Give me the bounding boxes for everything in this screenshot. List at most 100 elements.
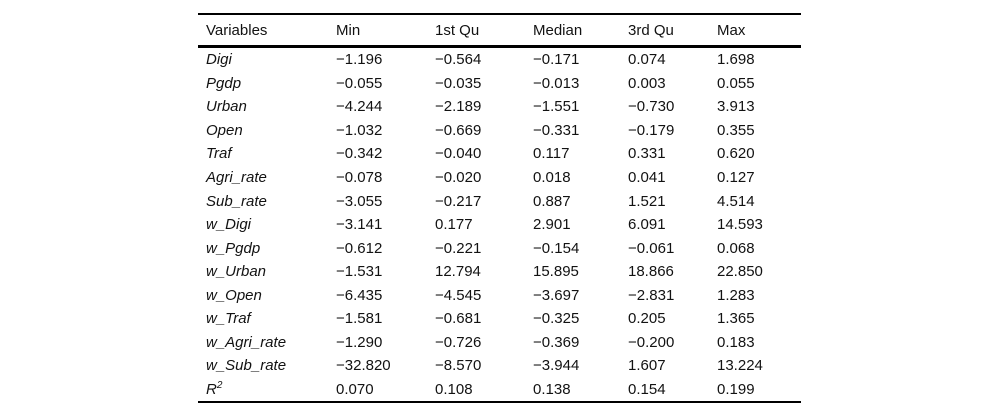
value-cell: 13.224 — [717, 357, 763, 375]
table-row: w_Sub_rate −32.820 −8.570 −3.944 1.607 13.224 — [198, 354, 801, 378]
value-cell: −1.551 — [533, 98, 580, 116]
value-cell: −3.141 — [336, 216, 383, 234]
value-cell: −2.831 — [628, 286, 675, 304]
variable-name-cell: w_Agri_rate — [198, 331, 336, 355]
table-row: Agri_rate −0.078 −0.020 0.018 0.041 0.127 — [198, 166, 801, 190]
column-header-variables: Variables — [198, 14, 336, 48]
value-cell: −0.078 — [336, 169, 383, 186]
value-cell: −0.342 — [336, 145, 383, 163]
value-cell: 4.514 — [717, 192, 755, 210]
value-cell: −8.570 — [435, 357, 482, 375]
variable-name-cell: w_Sub_rate — [198, 354, 336, 378]
value-cell: 12.794 — [435, 263, 481, 281]
value-cell: 0.068 — [717, 239, 755, 257]
value-cell: 0.331 — [628, 145, 666, 163]
variable-name-cell: w_Pgdp — [198, 236, 336, 260]
variable-name: Agri_rate — [206, 169, 267, 186]
value-cell: −4.545 — [435, 286, 482, 304]
table-row: w_Pgdp −0.612 −0.221 −0.154 −0.061 0.068 — [198, 236, 801, 260]
variable-name-cell: Traf — [198, 142, 336, 166]
value-cell: 0.177 — [435, 216, 473, 234]
variable-name-cell: w_Open — [198, 283, 336, 307]
variable-name: Traf — [206, 145, 232, 163]
value-cell: 0.154 — [628, 380, 666, 398]
value-cell: −0.369 — [533, 333, 580, 351]
value-cell: −0.179 — [628, 121, 675, 139]
variable-name-cell: Open — [198, 119, 336, 143]
value-cell: −1.290 — [336, 333, 383, 351]
variable-name-cell: w_Traf — [198, 307, 336, 331]
variable-name-cell: w_Urban — [198, 260, 336, 284]
variable-name: Urban — [206, 98, 247, 116]
variable-name: w_Urban — [206, 263, 267, 281]
variable-name: w_Traf — [206, 310, 251, 328]
value-cell: 0.074 — [628, 51, 666, 69]
value-cell: −0.055 — [336, 74, 383, 92]
value-cell: 1.365 — [717, 310, 755, 328]
value-cell: 3.913 — [717, 98, 755, 116]
value-cell: 1.607 — [628, 357, 666, 375]
table-row: w_Urban −1.531 12.794 15.895 18.866 22.850 — [198, 260, 801, 284]
value-cell: −32.820 — [336, 357, 391, 375]
variable-name-cell: Pgdp — [198, 72, 336, 96]
variable-name: w_Sub_rate — [206, 357, 287, 375]
table-row: R2 0.070 0.108 0.138 0.154 0.199 — [198, 378, 801, 403]
value-cell: −0.200 — [628, 333, 675, 351]
value-cell: −3.944 — [533, 357, 580, 375]
value-cell: 1.283 — [717, 286, 755, 304]
table-row: Open −1.032 −0.669 −0.331 −0.179 0.355 — [198, 119, 801, 143]
variable-superscript: 2 — [216, 379, 223, 391]
table-row: Sub_rate −3.055 −0.217 0.887 1.521 4.514 — [198, 189, 801, 213]
column-header-median: Median — [533, 14, 628, 48]
value-cell: −3.055 — [336, 192, 383, 210]
value-cell: 0.205 — [628, 310, 666, 328]
value-cell: 18.866 — [628, 263, 674, 281]
variable-name: Sub_rate — [206, 192, 267, 210]
value-cell: −0.730 — [628, 98, 675, 116]
value-cell: 15.895 — [533, 263, 579, 281]
summary-statistics-table: Variables Min 1st Qu Median 3rd Qu Max Digi −1… — [198, 13, 801, 404]
table-row: w_Traf −1.581 −0.681 −0.325 0.205 1.365 — [198, 307, 801, 331]
value-cell: −0.221 — [435, 239, 482, 257]
value-cell: 0.070 — [336, 380, 374, 398]
table-row: Traf −0.342 −0.040 0.117 0.331 0.620 — [198, 142, 801, 166]
value-cell: −0.061 — [628, 239, 675, 257]
value-cell: 0.041 — [628, 169, 666, 186]
table-row: w_Digi −3.141 0.177 2.901 6.091 14.593 — [198, 213, 801, 237]
variable-name: w_Open — [206, 286, 262, 304]
value-cell: 0.183 — [717, 333, 755, 351]
value-cell: −1.032 — [336, 121, 383, 139]
value-cell: 14.593 — [717, 216, 763, 234]
value-cell: 0.127 — [717, 169, 755, 186]
value-cell: −0.669 — [435, 121, 482, 139]
value-cell: 0.355 — [717, 121, 755, 139]
table-body: Digi −1.196 −0.564 −0.171 0.074 1.698 Pgdp −0.0… — [198, 47, 801, 403]
value-cell: −1.196 — [336, 51, 383, 69]
value-cell: −1.581 — [336, 310, 383, 328]
value-cell: −2.189 — [435, 98, 482, 116]
value-cell: −0.331 — [533, 121, 580, 139]
value-cell: −0.020 — [435, 169, 482, 186]
value-cell: 0.018 — [533, 169, 571, 186]
column-header-max: Max — [717, 14, 801, 48]
value-cell: −1.531 — [336, 263, 383, 281]
table-row: Digi −1.196 −0.564 −0.171 0.074 1.698 — [198, 47, 801, 72]
variable-name: R — [206, 380, 217, 398]
variable-name: Pgdp — [206, 74, 242, 92]
value-cell: −0.154 — [533, 239, 580, 257]
table-row: w_Open −6.435 −4.545 −3.697 −2.831 1.283 — [198, 283, 801, 307]
variable-name-cell: w_Digi — [198, 213, 336, 237]
value-cell: −0.726 — [435, 333, 482, 351]
value-cell: 0.620 — [717, 145, 755, 163]
variable-name: Digi — [206, 51, 232, 69]
table-row: w_Agri_rate −1.290 −0.726 −0.369 −0.200 0.183 — [198, 331, 801, 355]
value-cell: −0.612 — [336, 239, 383, 257]
value-cell: 0.108 — [435, 380, 473, 398]
value-cell: 0.117 — [533, 145, 570, 163]
table-row: Urban −4.244 −2.189 −1.551 −0.730 3.913 — [198, 95, 801, 119]
value-cell: −0.040 — [435, 145, 482, 163]
value-cell: 0.138 — [533, 380, 571, 398]
table-row: Pgdp −0.055 −0.035 −0.013 0.003 0.055 — [198, 72, 801, 96]
value-cell: −0.013 — [533, 74, 580, 92]
header-row: Variables Min 1st Qu Median 3rd Qu Max — [198, 14, 801, 48]
